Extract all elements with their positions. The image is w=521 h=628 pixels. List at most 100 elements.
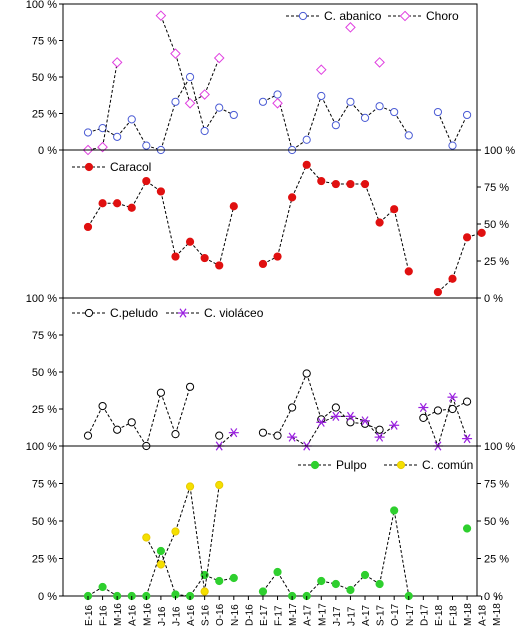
- data-point: [171, 252, 180, 261]
- data-point: [287, 432, 298, 442]
- series-caracol: [83, 160, 486, 297]
- legend-marker: [178, 308, 188, 318]
- legend-label: Choro: [426, 9, 459, 23]
- data-point: [360, 113, 370, 122]
- series-line-segment: [189, 76, 206, 132]
- data-point: [200, 587, 209, 596]
- data-point: [215, 431, 224, 440]
- x-tick-label: E-16: [84, 604, 95, 626]
- x-tick-label: J-16: [157, 606, 168, 626]
- legend: Pulpo C. común: [298, 458, 473, 472]
- data-point: [462, 397, 472, 406]
- data-point: [156, 546, 165, 556]
- data-point: [346, 179, 355, 189]
- series-line-segment: [393, 510, 410, 597]
- data-point: [462, 110, 472, 120]
- data-point: [200, 126, 209, 136]
- asterisk-stroke: [463, 434, 471, 444]
- series-line-segment: [204, 107, 220, 132]
- data-point: [113, 425, 122, 434]
- data-point: [215, 103, 224, 112]
- series-line-segment: [160, 531, 176, 565]
- series-line-segment: [437, 397, 453, 447]
- data-point: [302, 160, 311, 169]
- panel-frame: [62, 297, 478, 447]
- series-line-segment: [277, 571, 293, 597]
- legend-label: Pulpo: [336, 458, 367, 472]
- data-point: [273, 90, 282, 99]
- data-point: [83, 222, 93, 232]
- data-point: [83, 128, 93, 137]
- y-tick-label: 100 %: [484, 145, 515, 157]
- legend-label: C. común: [422, 458, 473, 472]
- series-c-peludo: [83, 369, 472, 451]
- x-tick-label: A-17: [361, 604, 372, 626]
- asterisk-stroke: [449, 392, 456, 402]
- data-point: [288, 193, 297, 202]
- x-tick-label: M-17: [288, 603, 299, 626]
- data-point: [330, 411, 341, 421]
- series-line-segment: [175, 53, 191, 104]
- data-point: [390, 107, 399, 117]
- series-c-com-n: [142, 480, 224, 596]
- series-line-segment: [306, 95, 322, 140]
- x-axis: E-16 F-16 M-16 A-16 M-16 J-16 J-16 A-16 S-16 O-16…: [84, 596, 503, 626]
- data-point: [389, 420, 400, 430]
- data-point: [448, 274, 457, 283]
- data-point: [229, 110, 238, 120]
- legend-marker: [84, 308, 94, 318]
- x-tick-label: A-16: [128, 604, 139, 626]
- data-point: [171, 430, 180, 439]
- asterisk-stroke: [317, 417, 325, 427]
- data-point: [390, 205, 399, 214]
- data-point: [98, 124, 107, 133]
- series-line-segment: [175, 486, 191, 532]
- series-c-viol-ceo: [214, 392, 473, 451]
- series-line-segment: [393, 209, 410, 272]
- data-point: [97, 141, 108, 153]
- data-point: [331, 121, 340, 130]
- legend-marker: [84, 162, 94, 172]
- data-point: [360, 570, 370, 580]
- data-point: [375, 218, 384, 227]
- data-point: [199, 89, 210, 100]
- panel-frame: [62, 445, 478, 597]
- series-line-segment: [87, 203, 104, 228]
- panel-p1: 0 % 25 % 50 % 75 % 100 % C. abanico Choro: [26, 0, 478, 157]
- legend: C.peludo C. violáceo: [72, 306, 264, 320]
- asterisk-stroke: [419, 402, 427, 413]
- x-tick-label: S-16: [201, 604, 212, 626]
- data-point: [228, 428, 239, 438]
- panel-p4: 0 % 25 % 50 % 75 % 100 % 0 % 25 % 50 % 75 % 100 %…: [26, 441, 516, 603]
- data-point: [272, 97, 283, 109]
- series-line-segment: [189, 574, 206, 597]
- data-point: [155, 10, 167, 21]
- series-line-segment: [291, 164, 308, 198]
- y-tick-label: 25 %: [32, 404, 57, 416]
- x-tick-label: O-16: [215, 603, 226, 626]
- data-point: [142, 533, 151, 542]
- data-point: [215, 480, 224, 490]
- data-point: [111, 57, 123, 68]
- data-point: [375, 579, 384, 589]
- y-tick-label: 100 %: [26, 441, 57, 453]
- legend-label: Caracol: [110, 160, 151, 174]
- series-line-segment: [175, 386, 191, 435]
- series-line-segment: [350, 415, 366, 422]
- data-point: [127, 203, 136, 212]
- x-tick-label: F-18: [449, 605, 460, 626]
- data-point: [317, 91, 326, 101]
- data-point: [346, 418, 355, 427]
- asterisk-stroke: [346, 411, 354, 421]
- series-choro: [82, 10, 385, 156]
- y-tick-label: 50 %: [32, 367, 57, 379]
- data-point: [404, 267, 413, 276]
- y-tick-label: 0 %: [38, 145, 57, 157]
- series-c-abanico: [83, 72, 472, 155]
- series-line-segment: [277, 407, 293, 436]
- data-point: [171, 97, 180, 106]
- series-line-segment: [437, 111, 453, 146]
- x-tick-label: E-18: [434, 604, 445, 626]
- series-line-segment: [160, 15, 176, 54]
